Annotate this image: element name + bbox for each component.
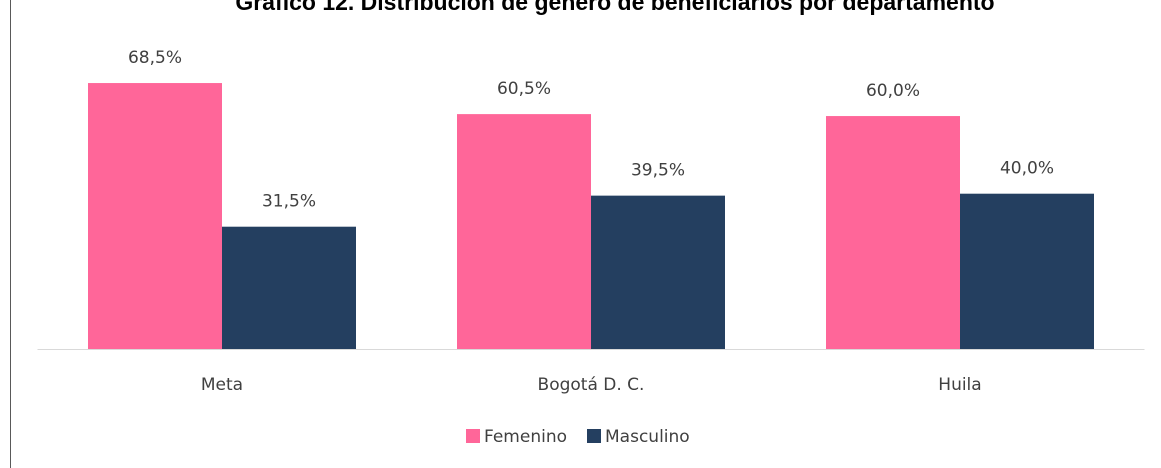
x-tick-label: Huila <box>938 375 981 395</box>
x-tick-label: Bogotá D. C. <box>538 375 645 395</box>
bar <box>222 226 356 349</box>
data-label: 31,5% <box>262 192 316 212</box>
legend-label: Masculino <box>605 427 690 447</box>
legend-swatch <box>587 429 601 443</box>
bar <box>826 116 960 349</box>
chart-title: Gráfico 12. Distribución de género de be… <box>235 0 994 15</box>
data-label: 40,0% <box>1000 159 1054 179</box>
bar <box>591 195 725 349</box>
legend-swatch <box>466 429 480 443</box>
data-label: 60,0% <box>866 81 920 101</box>
x-tick-label: Meta <box>201 375 243 395</box>
data-label: 39,5% <box>631 161 685 181</box>
bar <box>960 193 1094 349</box>
bar <box>88 83 222 349</box>
bar <box>457 114 591 349</box>
legend-label: Femenino <box>484 427 567 447</box>
data-label: 68,5% <box>128 48 182 68</box>
data-label: 60,5% <box>497 79 551 99</box>
